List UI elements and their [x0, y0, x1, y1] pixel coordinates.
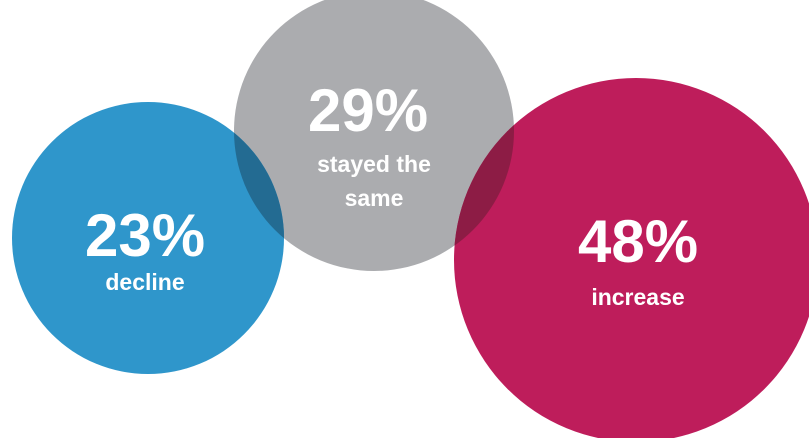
bubble-increase — [454, 78, 809, 438]
bubble-stayed-the-same — [234, 0, 514, 271]
increase-label: increase — [591, 284, 684, 310]
decline-percent: 23% — [85, 202, 205, 269]
stayed-the-same-label-line-1: stayed the — [317, 151, 431, 177]
decline-label: decline — [105, 269, 184, 295]
increase-percent: 48% — [578, 208, 698, 275]
stayed-the-same-percent: 29% — [308, 77, 428, 144]
stayed-the-same-label-line-2: same — [345, 185, 404, 211]
bubble-decline — [12, 102, 284, 374]
